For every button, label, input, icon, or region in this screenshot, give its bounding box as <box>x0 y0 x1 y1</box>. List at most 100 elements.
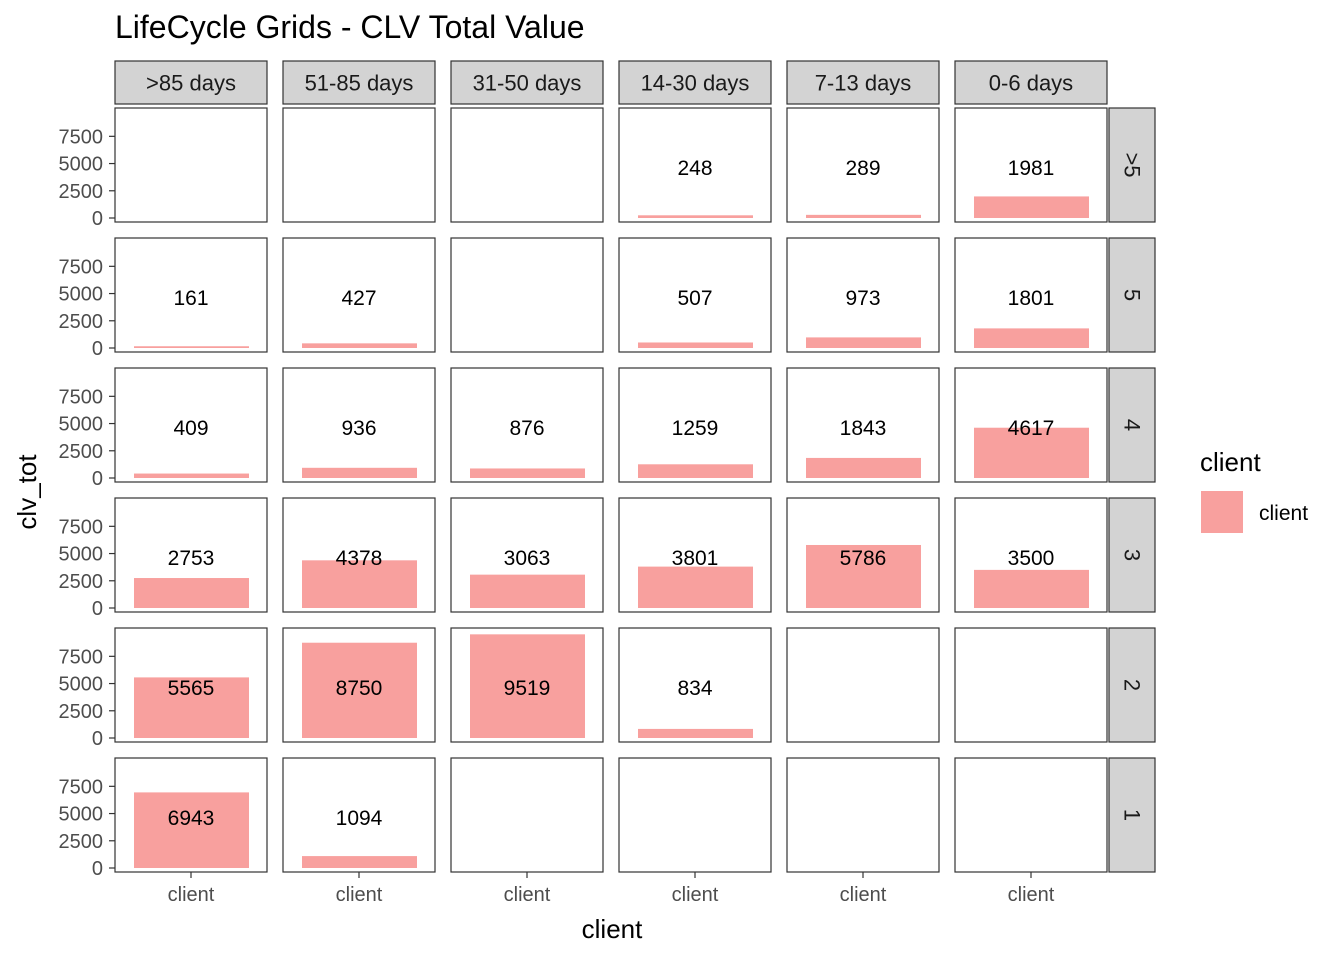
data-label: 1259 <box>672 417 719 440</box>
data-label: 507 <box>677 287 712 310</box>
bar <box>638 728 753 738</box>
column-strip-label: >85 days <box>146 71 236 96</box>
column-strip <box>618 60 772 105</box>
facet-panel <box>786 237 940 353</box>
data-label: 1981 <box>1008 157 1055 180</box>
legend: client client <box>1200 447 1308 533</box>
bar <box>638 464 753 478</box>
row-strip <box>1108 627 1156 743</box>
y-tick-label: 7500 <box>59 646 104 668</box>
y-tick-label: 2500 <box>59 831 104 853</box>
bar <box>134 677 249 738</box>
bar <box>806 214 921 218</box>
bar <box>806 337 921 348</box>
y-tick-label: 5000 <box>59 284 104 306</box>
facet-panel <box>282 757 436 873</box>
column-strip <box>282 60 436 105</box>
bar <box>134 792 249 868</box>
row-strip <box>1108 107 1156 223</box>
facet-panel <box>618 107 772 223</box>
y-tick-label: 5000 <box>59 804 104 826</box>
bar <box>974 427 1089 478</box>
y-tick-label: 5000 <box>59 544 104 566</box>
facet-panel <box>450 107 604 223</box>
x-tick-label: client <box>840 884 887 906</box>
facet-panel <box>114 107 268 223</box>
facet-panel <box>786 627 940 743</box>
data-label: 5565 <box>168 677 215 700</box>
facet-panel <box>618 367 772 483</box>
legend-item-label: client <box>1259 502 1308 525</box>
y-tick-label: 0 <box>92 208 103 230</box>
y-tick-label: 7500 <box>59 776 104 798</box>
bar <box>134 578 249 608</box>
facet-panels: >85 days 51-85 days 31-50 days 14-30 days 7-… <box>59 60 1156 906</box>
y-tick-label: 2500 <box>59 701 104 723</box>
data-label: 3801 <box>672 547 719 570</box>
data-label: 409 <box>173 417 208 440</box>
column-strip <box>450 60 604 105</box>
data-label: 3500 <box>1008 547 1055 570</box>
bar <box>806 457 921 478</box>
bar <box>974 328 1089 348</box>
y-tick-label: 7500 <box>59 516 104 538</box>
data-label: 1094 <box>336 807 383 830</box>
facet-panel <box>450 237 604 353</box>
data-label: 9519 <box>504 677 551 700</box>
column-strip-label: 7-13 days <box>815 71 912 96</box>
facet-panel <box>282 237 436 353</box>
x-tick-label: client <box>504 884 551 906</box>
legend-key-swatch <box>1201 491 1243 533</box>
y-axis-title: clv_tot <box>12 454 42 530</box>
row-strip-label: 2 <box>1120 679 1145 691</box>
column-strip <box>114 60 268 105</box>
bar <box>974 569 1089 608</box>
bar <box>302 467 417 478</box>
data-label: 2753 <box>168 547 215 570</box>
data-label: 936 <box>341 417 376 440</box>
column-strip-label: 31-50 days <box>473 71 582 96</box>
data-label: 4378 <box>336 547 383 570</box>
facet-panel <box>282 107 436 223</box>
y-tick-label: 2500 <box>59 571 104 593</box>
y-tick-label: 0 <box>92 598 103 620</box>
facet-panel <box>282 367 436 483</box>
y-tick-label: 5000 <box>59 674 104 696</box>
bar <box>638 566 753 608</box>
row-strip-label: >5 <box>1120 152 1145 177</box>
facet-panel <box>450 757 604 873</box>
y-tick-label: 5000 <box>59 154 104 176</box>
bar <box>470 468 585 478</box>
y-tick-label: 2500 <box>59 181 104 203</box>
row-strip <box>1108 497 1156 613</box>
y-tick-label: 5000 <box>59 414 104 436</box>
facet-panel <box>786 107 940 223</box>
facet-panel <box>954 757 1108 873</box>
facet-panel <box>114 367 268 483</box>
y-tick-label: 2500 <box>59 311 104 333</box>
data-label: 4617 <box>1008 417 1055 440</box>
column-strip <box>786 60 940 105</box>
x-tick-label: client <box>336 884 383 906</box>
column-strip-label: 14-30 days <box>641 71 750 96</box>
bar <box>470 574 585 608</box>
row-strip <box>1108 367 1156 483</box>
y-tick-label: 7500 <box>59 386 104 408</box>
x-axis-title: client <box>582 914 643 944</box>
data-label: 427 <box>341 287 376 310</box>
bar <box>806 544 921 608</box>
facet-panel <box>450 367 604 483</box>
legend-title: client <box>1200 447 1261 477</box>
y-tick-label: 7500 <box>59 256 104 278</box>
row-strip-label: 3 <box>1120 549 1145 561</box>
y-tick-label: 0 <box>92 468 103 490</box>
facet-panel <box>618 757 772 873</box>
bar <box>302 642 417 738</box>
chart-title: LifeCycle Grids - CLV Total Value <box>115 9 585 45</box>
row-strip <box>1108 757 1156 873</box>
data-label: 248 <box>677 157 712 180</box>
x-tick-label: client <box>672 884 719 906</box>
column-strip-label: 51-85 days <box>305 71 414 96</box>
